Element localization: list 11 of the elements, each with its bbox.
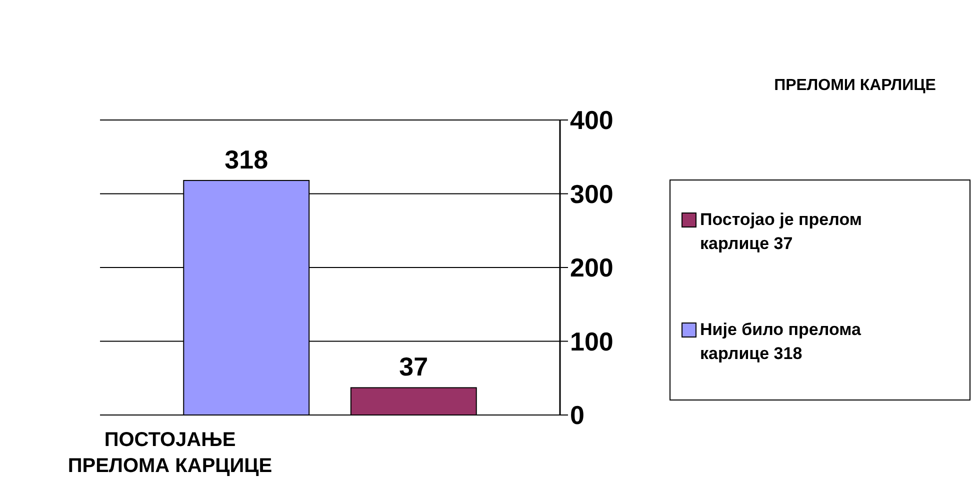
x-axis-title: ПОСТОЈАЊЕ ПРЕЛОМА КАРЦИЦЕ <box>68 429 272 477</box>
y-tick-label: 0 <box>570 400 584 430</box>
y-tick-label: 400 <box>570 105 614 136</box>
legend-label: Није било прелома карлице 318 <box>700 320 862 363</box>
legend-title: ПРЕЛОМИ КАРЛИЦЕ <box>774 77 936 94</box>
data-label: 37 <box>399 352 428 382</box>
y-tick-label: 100 <box>570 326 614 356</box>
y-tick-label: 200 <box>570 252 614 283</box>
data-label: 318 <box>224 144 268 174</box>
y-tick-label: 300 <box>570 178 614 209</box>
legend-label: Постојао је прелом карлице 37 <box>700 210 862 253</box>
